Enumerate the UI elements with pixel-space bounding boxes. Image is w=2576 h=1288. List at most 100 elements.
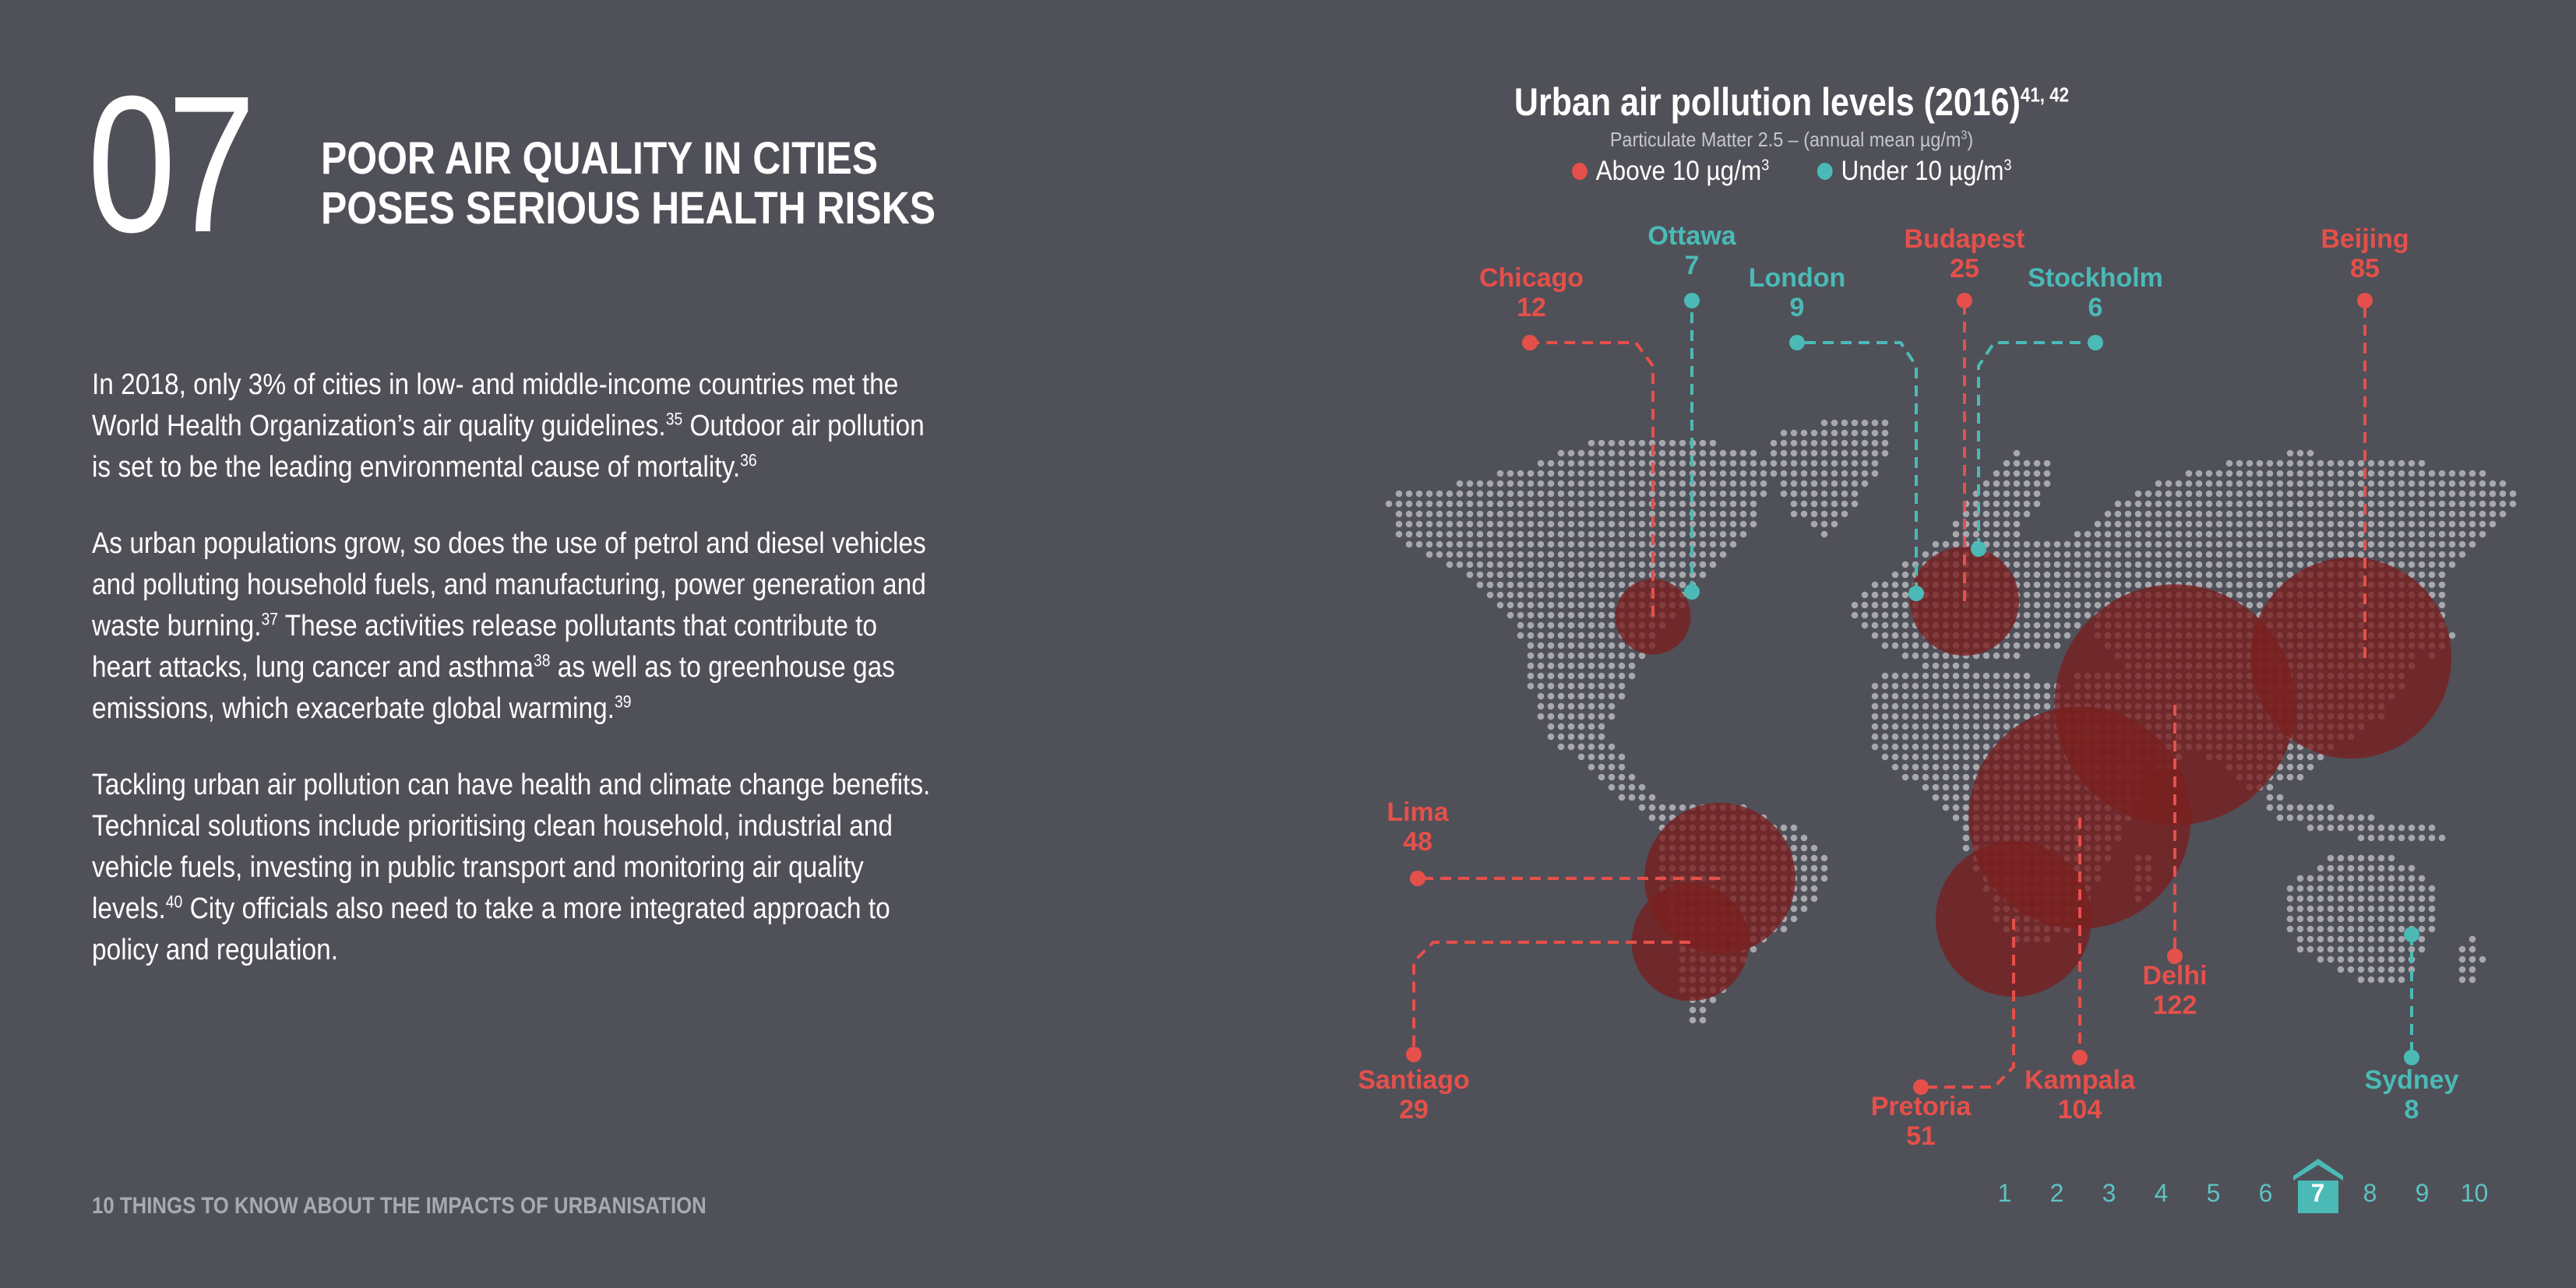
map-dot: [1527, 530, 1535, 538]
map-dot: [1436, 490, 1443, 498]
map-dot: [1486, 561, 1494, 568]
map-dot: [1618, 551, 1626, 558]
map-dot: [2215, 561, 2223, 568]
map-dot: [1476, 510, 1484, 518]
map-dot: [2387, 540, 2395, 548]
map-dot: [1972, 743, 1980, 751]
map-dot: [1658, 439, 1666, 447]
map-dot: [2398, 935, 2405, 943]
page-link-8[interactable]: 8: [2363, 1179, 2377, 1207]
map-dot: [1598, 621, 1605, 629]
map-dot: [2165, 540, 2173, 548]
map-dot: [1952, 520, 1960, 528]
map-dot: [2367, 500, 2375, 508]
map-dot: [2256, 540, 2264, 548]
map-dot: [2428, 480, 2436, 487]
map-dot: [2418, 490, 2426, 498]
page-link-5[interactable]: 5: [2206, 1179, 2221, 1207]
page-link-3[interactable]: 3: [2102, 1179, 2116, 1207]
map-dot: [1456, 510, 1464, 518]
map-dot: [1952, 783, 1960, 791]
leader-line-pretoria: [1921, 919, 2015, 1089]
map-dot: [2003, 470, 2010, 477]
map-dot: [1577, 692, 1585, 700]
endpoint-santiago: [1406, 1047, 1422, 1062]
map-dot: [1537, 490, 1545, 498]
map-dot: [1598, 672, 1605, 680]
city-name-kampala: Kampala: [2025, 1065, 2136, 1095]
map-dot: [1466, 510, 1474, 518]
map-dot: [1527, 642, 1535, 649]
map-dot: [1932, 540, 1940, 548]
map-dot: [2053, 621, 2061, 629]
map-dot: [1922, 753, 1929, 761]
map-dot: [1628, 520, 1636, 528]
page-link-7-current[interactable]: 7: [2292, 1159, 2344, 1213]
map-dot: [2013, 621, 2021, 629]
page-link-10[interactable]: 10: [2460, 1179, 2489, 1207]
map-dot: [1476, 500, 1484, 508]
map-dot: [1922, 692, 1929, 700]
page-link-4[interactable]: 4: [2154, 1179, 2169, 1207]
page-link-6[interactable]: 6: [2258, 1179, 2273, 1207]
map-dot: [2013, 642, 2021, 649]
map-dot: [1547, 713, 1555, 720]
map-dot: [2458, 966, 2466, 973]
map-dot: [1709, 996, 1717, 1004]
map-dot: [2043, 591, 2051, 599]
map-dot: [1628, 490, 1636, 498]
map-dot: [1537, 530, 1545, 538]
map-dot: [1901, 743, 1909, 751]
map-dot: [1982, 692, 1990, 700]
map-dot: [2033, 571, 2041, 579]
map-dot: [2215, 490, 2223, 498]
map-dot: [1699, 540, 1707, 548]
map-dot: [2276, 804, 2284, 811]
map-dot: [2367, 976, 2375, 984]
map-dot: [1922, 662, 1929, 670]
map-dot: [2195, 490, 2203, 498]
endpoint-budapest: [1957, 293, 1972, 308]
map-dot: [2469, 490, 2476, 498]
map-dot: [2124, 561, 2132, 568]
map-dot: [1517, 611, 1524, 619]
map-dot: [1719, 480, 1727, 487]
map-dot: [1628, 470, 1636, 477]
map-dot: [1537, 551, 1545, 558]
map-dot: [1962, 824, 1970, 832]
map-dot: [2053, 540, 2061, 548]
map-dot: [2357, 510, 2365, 518]
map-dot: [1486, 540, 1494, 548]
map-dot: [2306, 814, 2314, 822]
page-link-2[interactable]: 2: [2049, 1179, 2064, 1207]
map-dot: [2043, 601, 2051, 609]
map-dot: [1476, 551, 1484, 558]
map-dot: [2337, 935, 2345, 943]
map-dot: [1496, 561, 1504, 568]
page-link-9[interactable]: 9: [2415, 1179, 2430, 1207]
map-dot: [1820, 429, 1828, 437]
map-dot: [2155, 480, 2162, 487]
map-dot: [2398, 561, 2405, 568]
map-dot: [1790, 490, 1798, 498]
page-link-1[interactable]: 1: [1997, 1179, 2012, 1207]
map-dot: [2023, 692, 2031, 700]
map-dot: [2489, 510, 2497, 518]
map-dot: [1537, 672, 1545, 680]
map-dot: [1527, 601, 1535, 609]
map-dot: [2327, 530, 2335, 538]
map-dot: [1598, 490, 1605, 498]
map-dot: [1871, 692, 1879, 700]
legend-item-under: Under 10 µg/m3: [1817, 156, 2011, 187]
map-dot: [2043, 632, 2051, 639]
map-dot: [2013, 540, 2021, 548]
map-dot: [1557, 723, 1565, 730]
map-dot: [2398, 875, 2405, 882]
map-dot: [1912, 763, 1919, 771]
map-dot: [2246, 500, 2254, 508]
map-dot: [2418, 510, 2426, 518]
map-dot: [1557, 470, 1565, 477]
map-dot: [2347, 966, 2355, 973]
map-dot: [2246, 480, 2254, 487]
map-dot: [2003, 652, 2010, 660]
